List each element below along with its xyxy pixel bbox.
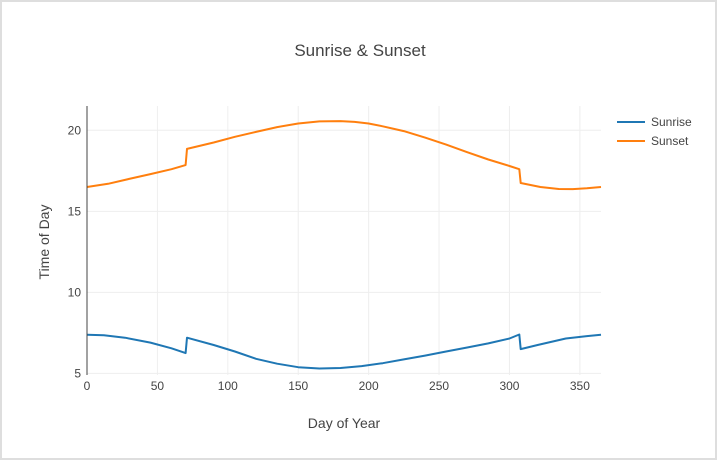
x-tick-label: 350 <box>570 379 590 393</box>
sunrise-line <box>86 333 602 370</box>
tick-labels: 0 50 100 150 200 250 300 350 5 10 15 20 <box>68 123 591 393</box>
legend: Sunrise Sunset <box>617 115 692 148</box>
x-tick-label: 50 <box>151 379 165 393</box>
y-tick-label: 20 <box>68 123 82 137</box>
x-tick-label: 150 <box>288 379 308 393</box>
x-tick-label: 0 <box>84 379 91 393</box>
legend-label: Sunset <box>651 134 689 148</box>
legend-label: Sunrise <box>651 115 692 129</box>
x-tick-label: 100 <box>218 379 238 393</box>
grid <box>87 106 601 375</box>
y-axis-title: Time of Day <box>36 205 52 280</box>
plot-area <box>86 120 602 370</box>
x-tick-label: 200 <box>359 379 379 393</box>
y-tick-label: 15 <box>68 204 82 218</box>
x-tick-label: 250 <box>429 379 449 393</box>
x-axis-title: Day of Year <box>308 415 381 431</box>
legend-item-sunrise[interactable]: Sunrise <box>617 115 692 129</box>
y-tick-label: 5 <box>74 366 81 380</box>
y-tick-label: 10 <box>68 285 82 299</box>
legend-item-sunset[interactable]: Sunset <box>617 134 689 148</box>
sunset-line <box>86 120 602 191</box>
chart-title: Sunrise & Sunset <box>294 41 426 60</box>
x-tick-label: 300 <box>499 379 519 393</box>
